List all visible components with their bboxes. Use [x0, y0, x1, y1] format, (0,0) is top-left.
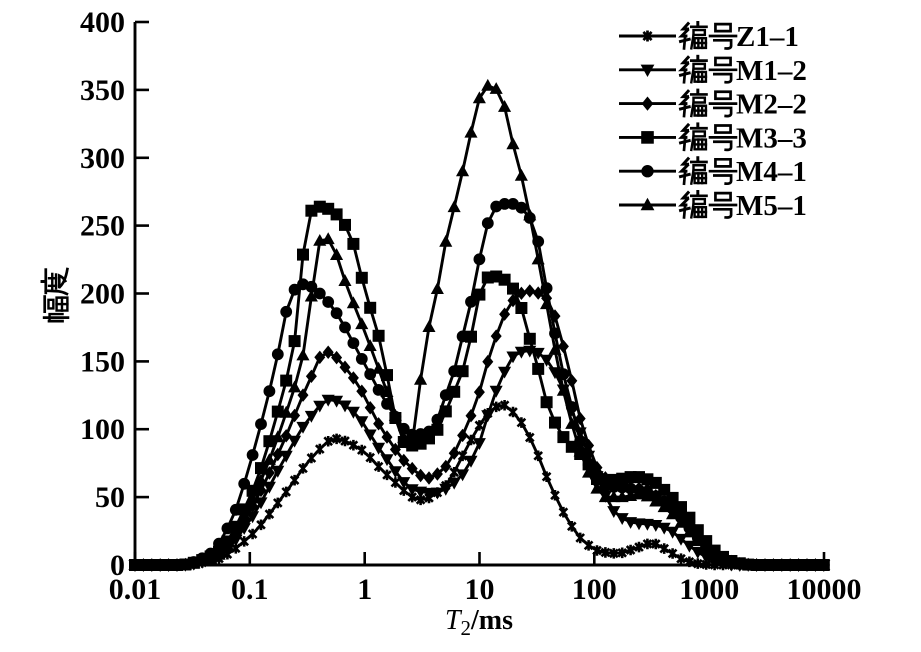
svg-text:M4–1: M4–1 [736, 156, 807, 188]
svg-text:50: 50 [95, 481, 125, 514]
svg-text:1000: 1000 [679, 573, 739, 606]
svg-text:150: 150 [80, 345, 125, 378]
svg-text:M3–3: M3–3 [736, 122, 807, 154]
svg-text:1: 1 [357, 573, 372, 606]
svg-text:200: 200 [80, 278, 125, 311]
svg-text:10000: 10000 [787, 573, 862, 606]
svg-text:250: 250 [80, 210, 125, 243]
svg-text:100: 100 [572, 573, 617, 606]
svg-text:400: 400 [80, 6, 125, 39]
svg-text:300: 300 [80, 142, 125, 175]
svg-text:0.1: 0.1 [231, 573, 269, 606]
svg-text:350: 350 [80, 74, 125, 107]
svg-text:M5–1: M5–1 [736, 190, 807, 222]
svg-text:10: 10 [465, 573, 495, 606]
svg-text:0: 0 [110, 549, 125, 582]
svg-text:Z1–1: Z1–1 [736, 21, 799, 53]
svg-text:100: 100 [80, 413, 125, 446]
svg-text:M2–2: M2–2 [736, 89, 807, 121]
svg-text:M1–2: M1–2 [736, 55, 807, 87]
svg-text:0.01: 0.01 [109, 573, 162, 606]
svg-text:T2/ms: T2/ms [445, 605, 513, 640]
